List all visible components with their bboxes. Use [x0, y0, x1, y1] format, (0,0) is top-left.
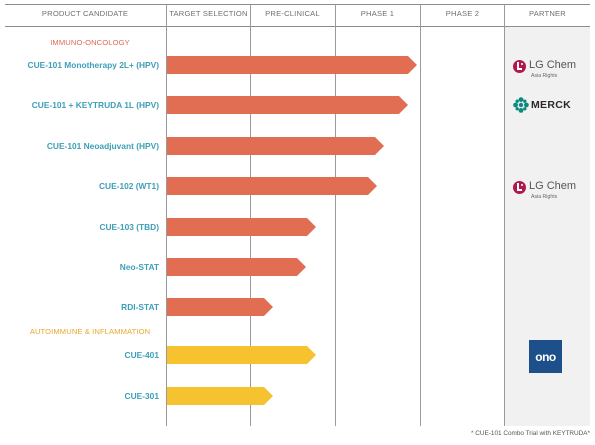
header-pre-clinical: PRE-CLINICAL: [265, 9, 320, 18]
lg-chem-name: LG Chem: [529, 59, 577, 71]
lg-chem-logo: LG Chem Asia Rights: [513, 59, 583, 83]
header-top-rule: [5, 4, 590, 5]
bar-arrow-tip: [408, 56, 417, 74]
header-target-selection: TARGET SELECTION: [169, 9, 248, 18]
progress-bar-cue-101-keytruda: [167, 96, 408, 114]
merck-logo: MERCK: [513, 97, 583, 113]
row-label-cue-401: CUE-401: [124, 350, 159, 360]
header-partner: PARTNER: [529, 9, 566, 18]
header-bottom-rule: [5, 26, 590, 27]
lg-chem-logo: LG Chem Asia Rights: [513, 180, 583, 204]
column-divider: [250, 4, 251, 426]
progress-bar-neo-stat: [167, 258, 306, 276]
progress-bar-cue-102: [167, 177, 377, 195]
progress-bar-cue-301: [167, 387, 273, 405]
bar-arrow-tip: [297, 258, 306, 276]
bar-arrow-tip: [264, 298, 273, 316]
header-product-candidate: PRODUCT CANDIDATE: [41, 9, 129, 18]
footnote: * CUE-101 Combo Trial with KEYTRUDA*: [471, 430, 590, 437]
ono-name: ono: [535, 350, 556, 364]
lg-brand-icon: [513, 60, 526, 73]
row-label-cue-101-mono: CUE-101 Monotherapy 2L+ (HPV): [27, 60, 159, 70]
lg-chem-name: LG Chem: [529, 180, 577, 192]
progress-bar-rdi-stat: [167, 298, 273, 316]
row-label-cue-301: CUE-301: [124, 391, 159, 401]
column-divider: [335, 4, 336, 426]
lg-chem-subtitle: Asia Rights: [531, 73, 558, 79]
bar-arrow-tip: [375, 137, 384, 155]
row-label-cue-101-keytruda: CUE-101 + KEYTRUDA 1L (HPV): [31, 100, 159, 110]
merck-brand-icon: [513, 97, 529, 113]
bar-arrow-tip: [399, 96, 408, 114]
category-immuno-oncology: IMMUNO-ONCOLOGY: [50, 38, 130, 47]
progress-bar-cue-103: [167, 218, 316, 236]
bar-arrow-tip: [307, 218, 316, 236]
progress-bar-cue-401: [167, 346, 316, 364]
merck-name: MERCK: [531, 99, 571, 111]
lg-brand-icon: [513, 181, 526, 194]
header-phase-1: PHASE 1: [360, 9, 395, 18]
header-phase-2: PHASE 2: [445, 9, 480, 18]
bar-arrow-tip: [368, 177, 377, 195]
bar-arrow-tip: [264, 387, 273, 405]
row-label-cue-102: CUE-102 (WT1): [98, 181, 159, 191]
row-label-rdi-stat: RDI-STAT: [121, 302, 159, 312]
row-label-cue-103: CUE-103 (TBD): [99, 222, 159, 232]
column-divider: [166, 4, 167, 426]
lg-chem-subtitle: Asia Rights: [531, 194, 558, 200]
progress-bar-cue-101-mono: [167, 56, 417, 74]
column-divider: [420, 4, 421, 426]
row-label-cue-101-neoadjuvant: CUE-101 Neoadjuvant (HPV): [46, 141, 159, 151]
progress-bar-cue-101-neoadjuvant: [167, 137, 384, 155]
column-divider: [504, 4, 505, 426]
row-label-neo-stat: Neo-STAT: [119, 262, 159, 272]
category-autoimmune: AUTOIMMUNE & INFLAMMATION: [29, 327, 151, 336]
bar-arrow-tip: [307, 346, 316, 364]
ono-logo: ono: [529, 340, 562, 373]
